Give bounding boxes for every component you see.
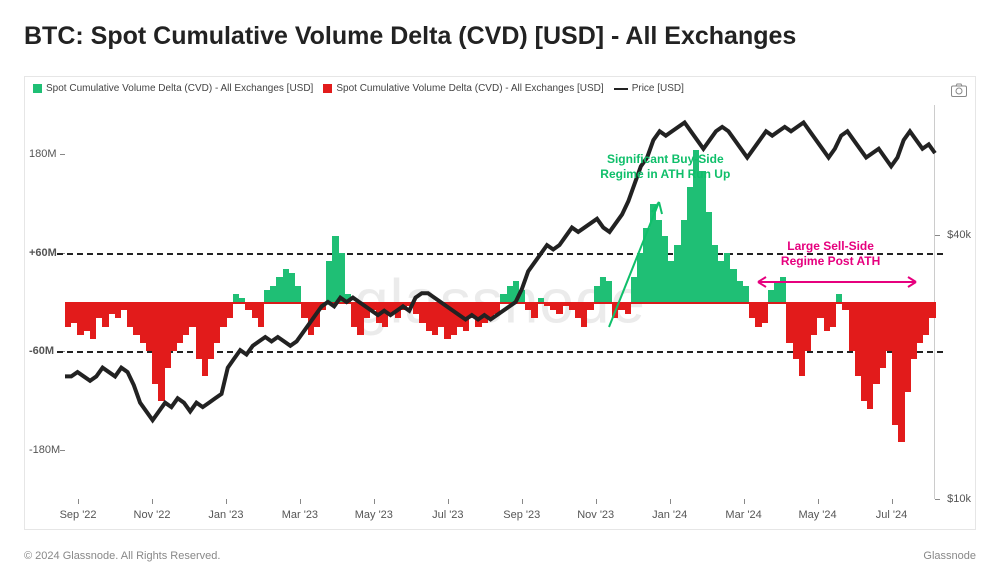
y-left-tick-label: -60M (29, 345, 54, 357)
legend-item-price: Price [USD] (614, 83, 684, 94)
brand-text: Glassnode (923, 550, 976, 562)
x-tick-label: Nov '23 (577, 509, 614, 521)
footer: © 2024 Glassnode. All Rights Reserved. G… (24, 550, 976, 562)
x-tick-label: Jul '24 (876, 509, 907, 521)
screenshot-icon[interactable] (951, 83, 967, 97)
x-tick-label: Sep '23 (503, 509, 540, 521)
plot-area: glassnode 180M+60M-60M-180M$40k$10kSep '… (65, 105, 935, 499)
y-left-tick-label: 180M (29, 148, 57, 160)
copyright-text: © 2024 Glassnode. All Rights Reserved. (24, 550, 220, 562)
x-tick-label: May '23 (355, 509, 393, 521)
arrow-double-icon (752, 274, 922, 290)
legend-label: Spot Cumulative Volume Delta (CVD) - All… (336, 83, 603, 94)
x-tick-label: Sep '22 (60, 509, 97, 521)
legend-item-positive: Spot Cumulative Volume Delta (CVD) - All… (33, 83, 313, 94)
legend: Spot Cumulative Volume Delta (CVD) - All… (33, 83, 684, 94)
x-tick-label: Jan '23 (208, 509, 243, 521)
x-tick-label: May '24 (798, 509, 836, 521)
chart-title: BTC: Spot Cumulative Volume Delta (CVD) … (0, 0, 1000, 51)
legend-label: Spot Cumulative Volume Delta (CVD) - All… (46, 83, 313, 94)
x-tick-label: Jan '24 (652, 509, 687, 521)
legend-label: Price [USD] (632, 83, 684, 94)
price-line (65, 105, 935, 499)
x-tick-label: Mar '23 (282, 509, 318, 521)
legend-swatch (33, 84, 42, 93)
chart-frame: Spot Cumulative Volume Delta (CVD) - All… (24, 76, 976, 530)
y-left-tick-label: +60M (29, 247, 57, 259)
arrow-up-icon (604, 192, 674, 332)
legend-swatch (614, 88, 628, 90)
annotation-buy-side: Significant Buy-SideRegime in ATH Run Up (575, 152, 755, 182)
legend-swatch (323, 84, 332, 93)
legend-item-negative: Spot Cumulative Volume Delta (CVD) - All… (323, 83, 603, 94)
y-right-tick-label: $10k (947, 493, 971, 505)
annotation-sell-side: Large Sell-SideRegime Post ATH (756, 239, 906, 269)
y-right-tick-label: $40k (947, 229, 971, 241)
x-tick-label: Jul '23 (432, 509, 463, 521)
x-tick-label: Mar '24 (725, 509, 761, 521)
x-tick-label: Nov '22 (134, 509, 171, 521)
y-left-tick-label: -180M (29, 444, 60, 456)
